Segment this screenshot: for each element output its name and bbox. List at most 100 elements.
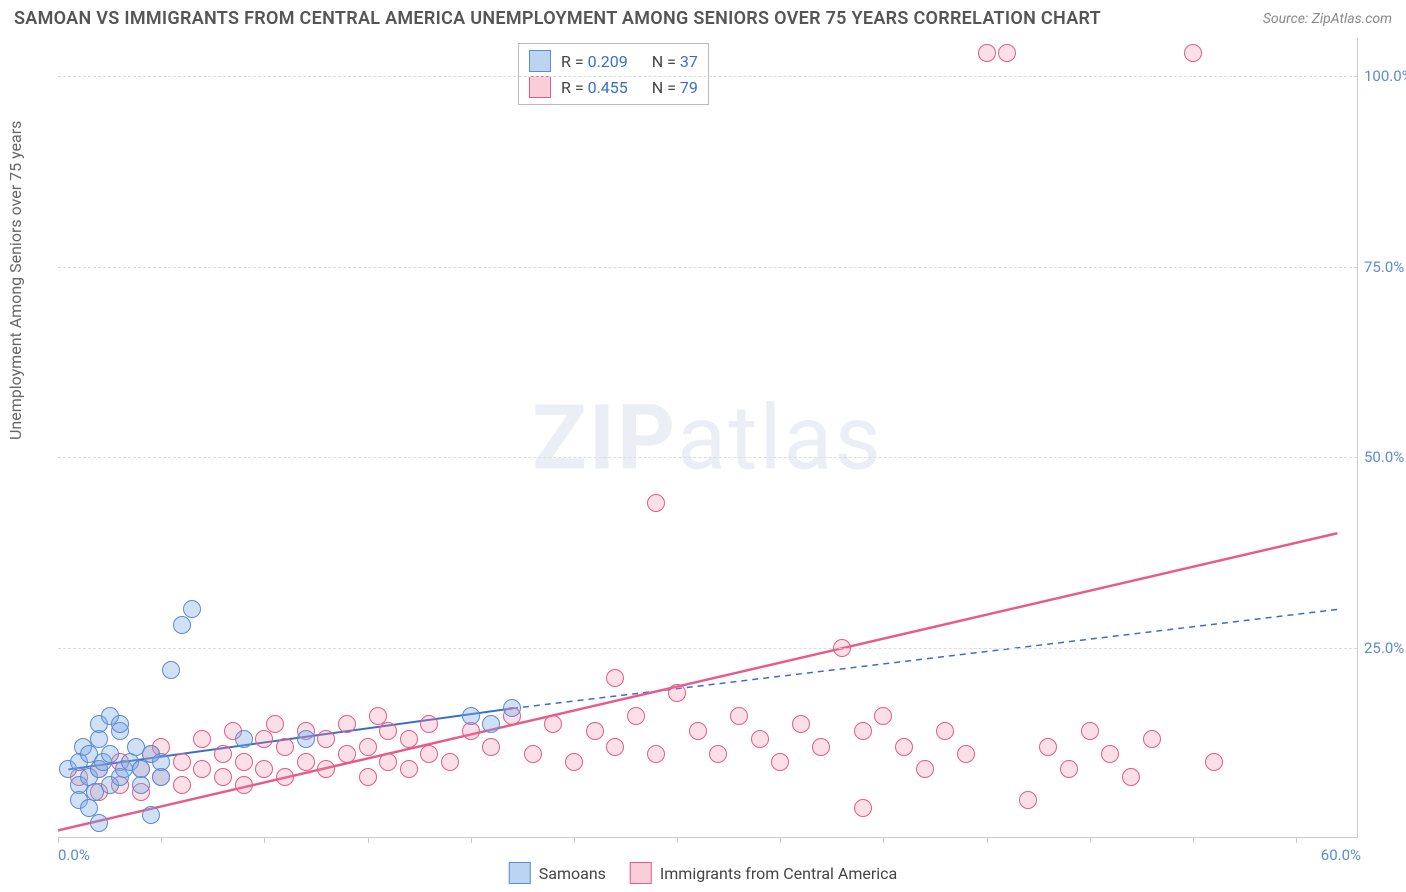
trendline: [512, 609, 1337, 708]
data-point-central_america: [647, 494, 665, 512]
watermark-rest: atlas: [677, 385, 883, 490]
data-point-central_america: [524, 745, 542, 763]
data-point-central_america: [400, 760, 418, 778]
data-point-central_america: [854, 722, 872, 740]
gridline: [58, 76, 1357, 77]
legend-r-stat: R = 0.209: [561, 52, 628, 71]
data-point-central_america: [214, 768, 232, 786]
data-point-central_america: [874, 707, 892, 725]
legend-item-pink: Immigrants from Central America: [630, 862, 897, 884]
data-point-central_america: [193, 760, 211, 778]
data-point-central_america: [1143, 730, 1161, 748]
x-tick: [58, 837, 59, 843]
legend-swatch-blue: [529, 50, 551, 72]
y-tick-label: 25.0%: [1364, 639, 1406, 657]
legend-swatch-pink: [630, 862, 652, 884]
data-point-central_america: [173, 776, 191, 794]
source-attribution: Source: ZipAtlas.com: [1263, 11, 1392, 27]
data-point-central_america: [420, 715, 438, 733]
data-point-central_america: [998, 44, 1016, 62]
legend-correlation-row: R = 0.455 N = 79: [529, 74, 698, 100]
data-point-central_america: [255, 760, 273, 778]
data-point-central_america: [1060, 760, 1078, 778]
data-point-central_america: [338, 745, 356, 763]
data-point-central_america: [1081, 722, 1099, 740]
data-point-central_america: [916, 760, 934, 778]
data-point-samoans: [297, 730, 315, 748]
legend-n-stat: N = 37: [652, 52, 698, 71]
x-tick: [987, 837, 988, 843]
data-point-central_america: [565, 753, 583, 771]
data-point-samoans: [183, 600, 201, 618]
y-tick-label: 100.0%: [1364, 67, 1406, 85]
legend-swatch-blue: [509, 862, 531, 884]
gridline: [58, 267, 1357, 268]
data-point-central_america: [812, 738, 830, 756]
gridline: [58, 648, 1357, 649]
data-point-central_america: [400, 730, 418, 748]
data-point-central_america: [317, 730, 335, 748]
data-point-central_america: [359, 738, 377, 756]
data-point-central_america: [1122, 768, 1140, 786]
data-point-central_america: [1101, 745, 1119, 763]
legend-r-stat: R = 0.455: [561, 78, 628, 97]
x-tick: [368, 837, 369, 843]
legend-n-stat: N = 79: [652, 78, 698, 97]
chart-title: SAMOAN VS IMMIGRANTS FROM CENTRAL AMERIC…: [14, 8, 1101, 29]
data-point-samoans: [235, 730, 253, 748]
correlation-legend: R = 0.209 N = 37 R = 0.455 N = 79: [518, 43, 709, 105]
x-axis-min-label: 0.0%: [58, 846, 90, 864]
data-point-central_america: [276, 738, 294, 756]
data-point-samoans: [90, 814, 108, 832]
data-point-central_america: [606, 669, 624, 687]
x-tick: [1296, 837, 1297, 843]
data-point-central_america: [689, 722, 707, 740]
y-axis-label: Unemployment Among Seniors over 75 years: [6, 121, 25, 440]
legend-swatch-pink: [529, 76, 551, 98]
chart-header: SAMOAN VS IMMIGRANTS FROM CENTRAL AMERIC…: [14, 8, 1392, 29]
data-point-central_america: [297, 753, 315, 771]
data-point-central_america: [266, 715, 284, 733]
data-point-central_america: [1184, 44, 1202, 62]
data-point-central_america: [441, 753, 459, 771]
data-point-central_america: [627, 707, 645, 725]
x-tick: [471, 837, 472, 843]
data-point-central_america: [978, 44, 996, 62]
y-tick-label: 75.0%: [1364, 258, 1406, 276]
data-point-central_america: [544, 715, 562, 733]
legend-label: Samoans: [539, 864, 606, 883]
legend-correlation-row: R = 0.209 N = 37: [529, 48, 698, 74]
data-point-central_america: [751, 730, 769, 748]
data-point-central_america: [606, 738, 624, 756]
data-point-central_america: [255, 730, 273, 748]
legend-item-blue: Samoans: [509, 862, 606, 884]
data-point-central_america: [647, 745, 665, 763]
data-point-samoans: [462, 707, 480, 725]
data-point-samoans: [503, 699, 521, 717]
data-point-central_america: [936, 722, 954, 740]
data-point-central_america: [709, 745, 727, 763]
y-tick-label: 50.0%: [1364, 448, 1406, 466]
trendlines-svg: [58, 38, 1358, 838]
data-point-central_america: [895, 738, 913, 756]
data-point-samoans: [142, 806, 160, 824]
data-point-central_america: [1019, 791, 1037, 809]
data-point-central_america: [854, 799, 872, 817]
data-point-central_america: [586, 722, 604, 740]
data-point-central_america: [420, 745, 438, 763]
data-point-central_america: [792, 715, 810, 733]
data-point-central_america: [957, 745, 975, 763]
data-point-central_america: [668, 684, 686, 702]
data-point-samoans: [132, 760, 150, 778]
data-point-samoans: [162, 661, 180, 679]
data-point-central_america: [833, 639, 851, 657]
data-point-central_america: [235, 753, 253, 771]
data-point-samoans: [152, 753, 170, 771]
data-point-central_america: [359, 768, 377, 786]
x-tick: [780, 837, 781, 843]
data-point-samoans: [101, 745, 119, 763]
data-point-central_america: [771, 753, 789, 771]
data-point-central_america: [379, 753, 397, 771]
plot-area: ZIPatlas R = 0.209N = 37R = 0.455N = 79 …: [58, 38, 1358, 838]
watermark-bold: ZIP: [532, 385, 677, 490]
